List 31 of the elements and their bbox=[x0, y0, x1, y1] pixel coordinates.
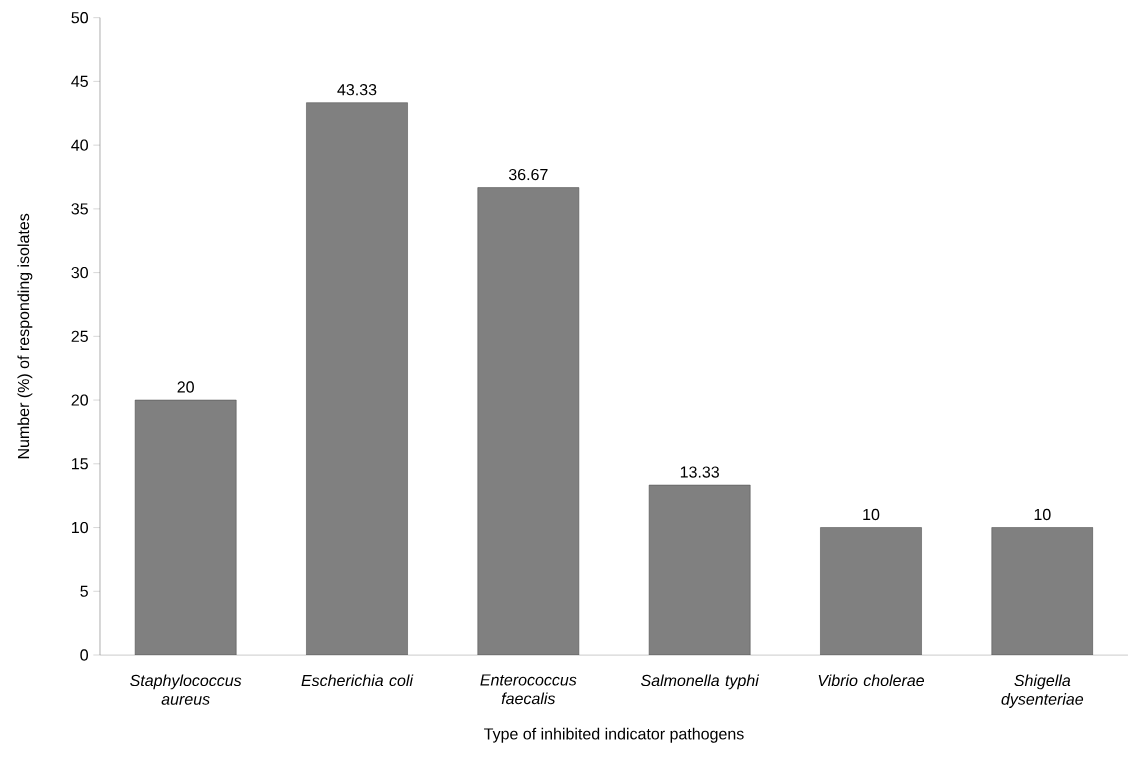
x-axis-title: Type of inhibited indicator pathogens bbox=[484, 727, 744, 743]
y-tick-label: 10 bbox=[72, 521, 88, 534]
y-tick-label: 25 bbox=[71, 330, 88, 342]
x-tick-label: Salmonella typhi bbox=[640, 674, 760, 690]
x-tick-label: Staphylococcus aureus bbox=[130, 674, 242, 705]
y-tick-label: 0 bbox=[80, 649, 88, 661]
bar bbox=[134, 399, 237, 655]
y-tick-label: 30 bbox=[71, 266, 88, 279]
y-axis-title: Number (%) of responding isolates bbox=[17, 213, 33, 459]
y-tick-label: 35 bbox=[71, 203, 88, 215]
y-tick-label: 5 bbox=[80, 585, 88, 597]
y-tick-label: 50 bbox=[71, 12, 88, 24]
bar bbox=[648, 484, 751, 655]
y-tick-label: 40 bbox=[71, 139, 88, 151]
data-label: 20 bbox=[177, 381, 194, 393]
x-tick-label: Escherichia coli bbox=[301, 674, 414, 687]
data-label: 10 bbox=[1034, 508, 1051, 521]
bar bbox=[306, 102, 408, 655]
data-label: 43.33 bbox=[337, 83, 377, 96]
bar bbox=[991, 527, 1094, 655]
y-tick-label: 45 bbox=[71, 75, 88, 87]
x-tick-label: Vibrio cholerae bbox=[818, 674, 925, 687]
x-tick-label: Enterococcus faecalis bbox=[480, 674, 577, 705]
data-label: 36.67 bbox=[508, 168, 548, 181]
y-tick-label: 20 bbox=[71, 394, 88, 406]
x-tick-label: Shigella dysenteriae bbox=[1001, 674, 1084, 708]
data-label: 10 bbox=[863, 508, 880, 521]
data-label: 13.33 bbox=[680, 466, 719, 478]
y-tick-label: 15 bbox=[72, 458, 88, 470]
bar bbox=[820, 527, 922, 655]
bar bbox=[477, 187, 580, 655]
